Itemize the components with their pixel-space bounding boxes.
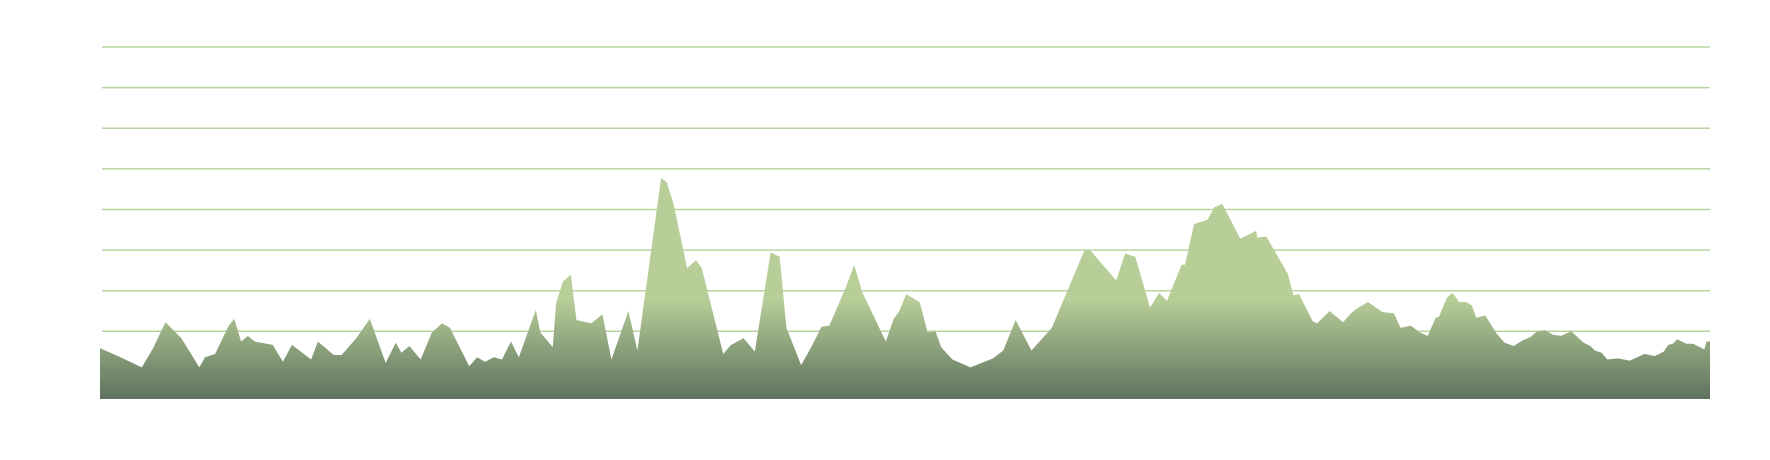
area xyxy=(100,177,1710,399)
